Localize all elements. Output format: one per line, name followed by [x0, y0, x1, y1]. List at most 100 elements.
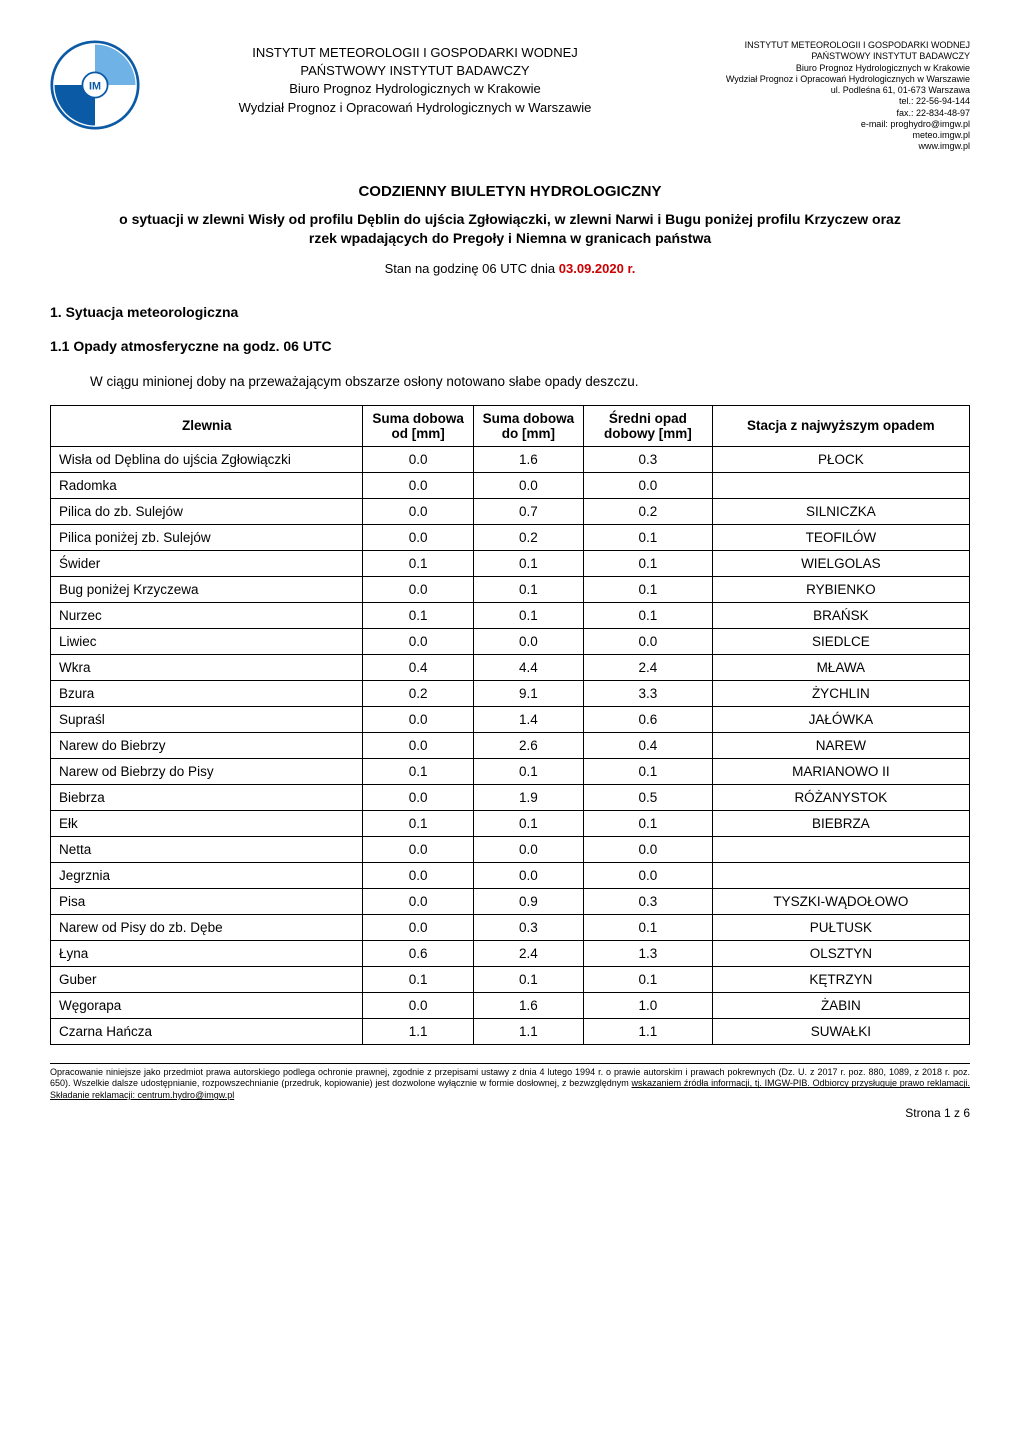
cell-suma-od: 0.0 — [363, 992, 473, 1018]
cell-stacja: ŻYCHLIN — [712, 680, 969, 706]
cell-suma-od: 0.0 — [363, 524, 473, 550]
date-line: Stan na godzinę 06 UTC dnia 03.09.2020 r… — [50, 261, 970, 276]
inst-line2: PAŃSTWOWY INSTYTUT BADAWCZY — [152, 62, 678, 80]
page-number: Strona 1 z 6 — [50, 1106, 970, 1120]
table-row: Supraśl0.01.40.6JAŁÓWKA — [51, 706, 970, 732]
date-prefix: Stan na godzinę 06 UTC dnia — [385, 261, 559, 276]
table-row: Radomka0.00.00.0 — [51, 472, 970, 498]
addr-l6: tel.: 22-56-94-144 — [690, 96, 970, 107]
cell-stacja: RYBIENKO — [712, 576, 969, 602]
cell-zlewnia: Guber — [51, 966, 363, 992]
cell-stacja: TYSZKI-WĄDOŁOWO — [712, 888, 969, 914]
cell-suma-od: 0.0 — [363, 888, 473, 914]
table-row: Czarna Hańcza1.11.11.1SUWAŁKI — [51, 1018, 970, 1044]
table-row: Guber0.10.10.1KĘTRZYN — [51, 966, 970, 992]
cell-stacja — [712, 862, 969, 888]
cell-suma-od: 0.6 — [363, 940, 473, 966]
bulletin-title: CODZIENNY BIULETYN HYDROLOGICZNY — [50, 183, 970, 200]
cell-zlewnia: Radomka — [51, 472, 363, 498]
letterhead: IM INSTYTUT METEOROLOGII I GOSPODARKI WO… — [50, 40, 970, 153]
cell-zlewnia: Pisa — [51, 888, 363, 914]
col-zlewnia: Zlewnia — [51, 405, 363, 446]
cell-stacja: SILNICZKA — [712, 498, 969, 524]
cell-zlewnia: Bzura — [51, 680, 363, 706]
cell-suma-do: 2.4 — [473, 940, 583, 966]
cell-zlewnia: Jegrznia — [51, 862, 363, 888]
cell-suma-od: 0.0 — [363, 446, 473, 472]
cell-zlewnia: Pilica poniżej zb. Sulejów — [51, 524, 363, 550]
cell-suma-od: 0.1 — [363, 966, 473, 992]
cell-sredni: 0.0 — [584, 862, 713, 888]
rain-table: Zlewnia Suma dobowa od [mm] Suma dobowa … — [50, 405, 970, 1045]
cell-suma-od: 0.0 — [363, 498, 473, 524]
col-sredni: Średni opad dobowy [mm] — [584, 405, 713, 446]
addr-l5: ul. Podleśna 61, 01-673 Warszawa — [690, 85, 970, 96]
cell-stacja: OLSZTYN — [712, 940, 969, 966]
cell-suma-do: 0.1 — [473, 602, 583, 628]
addr-l7: fax.: 22-834-48-97 — [690, 108, 970, 119]
table-header-row: Zlewnia Suma dobowa od [mm] Suma dobowa … — [51, 405, 970, 446]
cell-suma-do: 1.6 — [473, 446, 583, 472]
cell-suma-od: 0.0 — [363, 914, 473, 940]
cell-sredni: 0.1 — [584, 576, 713, 602]
date-value: 03.09.2020 r. — [559, 261, 636, 276]
letterhead-center: INSTYTUT METEOROLOGII I GOSPODARKI WODNE… — [152, 40, 678, 117]
cell-suma-od: 0.0 — [363, 836, 473, 862]
cell-stacja: JAŁÓWKA — [712, 706, 969, 732]
addr-l1: INSTYTUT METEOROLOGII I GOSPODARKI WODNE… — [690, 40, 970, 51]
cell-stacja: PUŁTUSK — [712, 914, 969, 940]
cell-zlewnia: Narew od Pisy do zb. Dębe — [51, 914, 363, 940]
svg-text:IM: IM — [89, 81, 101, 93]
cell-suma-do: 0.1 — [473, 758, 583, 784]
cell-stacja — [712, 472, 969, 498]
cell-sredni: 0.2 — [584, 498, 713, 524]
cell-suma-od: 0.0 — [363, 628, 473, 654]
col-stacja: Stacja z najwyższym opadem — [712, 405, 969, 446]
inst-line1: INSTYTUT METEOROLOGII I GOSPODARKI WODNE… — [152, 44, 678, 62]
cell-zlewnia: Świder — [51, 550, 363, 576]
cell-suma-do: 4.4 — [473, 654, 583, 680]
cell-suma-od: 0.0 — [363, 472, 473, 498]
cell-zlewnia: Ełk — [51, 810, 363, 836]
addr-l10: www.imgw.pl — [690, 141, 970, 152]
cell-stacja: KĘTRZYN — [712, 966, 969, 992]
cell-stacja: BRAŃSK — [712, 602, 969, 628]
cell-suma-do: 1.1 — [473, 1018, 583, 1044]
cell-suma-do: 0.1 — [473, 550, 583, 576]
cell-suma-od: 0.0 — [363, 862, 473, 888]
cell-zlewnia: Węgorapa — [51, 992, 363, 1018]
cell-zlewnia: Netta — [51, 836, 363, 862]
cell-stacja: SUWAŁKI — [712, 1018, 969, 1044]
cell-sredni: 0.1 — [584, 914, 713, 940]
cell-stacja: NAREW — [712, 732, 969, 758]
cell-stacja: BIEBRZA — [712, 810, 969, 836]
cell-sredni: 0.6 — [584, 706, 713, 732]
footer-disclaimer: Opracowanie niniejsze jako przedmiot pra… — [50, 1063, 970, 1102]
cell-suma-do: 0.3 — [473, 914, 583, 940]
cell-suma-od: 1.1 — [363, 1018, 473, 1044]
cell-zlewnia: Narew od Biebrzy do Pisy — [51, 758, 363, 784]
cell-sredni: 0.0 — [584, 836, 713, 862]
cell-zlewnia: Supraśl — [51, 706, 363, 732]
cell-suma-od: 0.1 — [363, 602, 473, 628]
cell-suma-do: 1.4 — [473, 706, 583, 732]
cell-sredni: 1.3 — [584, 940, 713, 966]
cell-suma-od: 0.1 — [363, 758, 473, 784]
cell-suma-do: 0.7 — [473, 498, 583, 524]
cell-suma-do: 1.9 — [473, 784, 583, 810]
cell-suma-do: 0.0 — [473, 836, 583, 862]
table-row: Narew do Biebrzy0.02.60.4NAREW — [51, 732, 970, 758]
cell-stacja: WIELGOLAS — [712, 550, 969, 576]
table-row: Liwiec0.00.00.0SIEDLCE — [51, 628, 970, 654]
table-row: Ełk0.10.10.1BIEBRZA — [51, 810, 970, 836]
cell-suma-od: 0.2 — [363, 680, 473, 706]
table-row: Nurzec0.10.10.1BRAŃSK — [51, 602, 970, 628]
cell-sredni: 0.0 — [584, 628, 713, 654]
table-row: Biebrza0.01.90.5RÓŻANYSTOK — [51, 784, 970, 810]
table-row: Pilica poniżej zb. Sulejów0.00.20.1TEOFI… — [51, 524, 970, 550]
section-1-heading: 1. Sytuacja meteorologiczna — [50, 304, 970, 320]
addr-l9: meteo.imgw.pl — [690, 130, 970, 141]
cell-suma-do: 0.1 — [473, 576, 583, 602]
cell-suma-do: 9.1 — [473, 680, 583, 706]
table-row: Pilica do zb. Sulejów0.00.70.2SILNICZKA — [51, 498, 970, 524]
